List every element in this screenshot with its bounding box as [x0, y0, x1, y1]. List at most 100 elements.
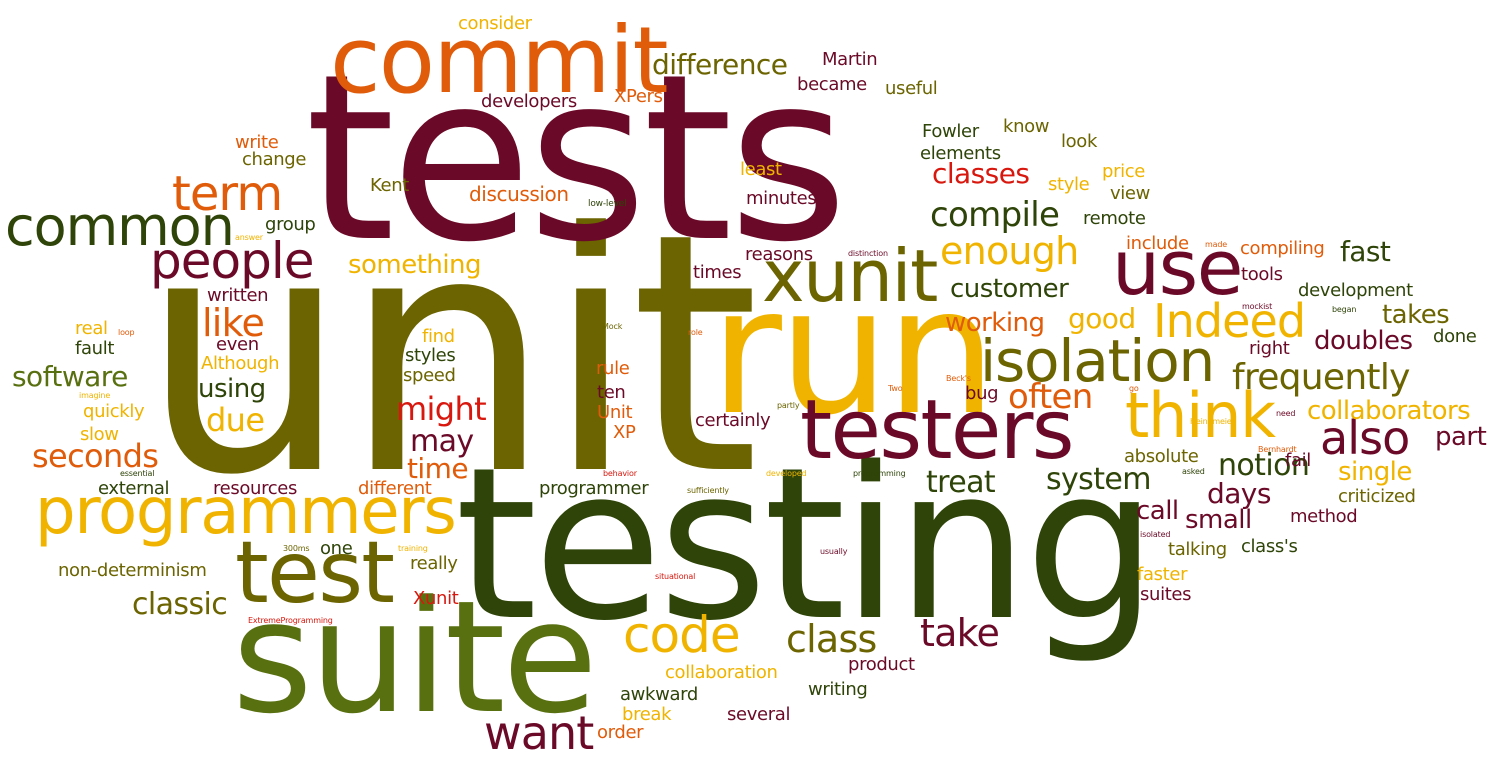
word-two: Two — [888, 384, 903, 393]
word-becks: Beck's — [946, 374, 971, 383]
word-even: even — [216, 334, 259, 355]
word-slow: slow — [80, 424, 119, 445]
word-part: part — [1435, 422, 1487, 452]
word-written: written — [207, 285, 269, 306]
word-frequently: frequently — [1232, 357, 1410, 398]
word-product: product — [848, 654, 915, 675]
word-xp: XP — [613, 422, 636, 443]
word-find: find — [422, 326, 455, 347]
word-code: code — [623, 606, 741, 664]
word-want: want — [484, 706, 594, 760]
word-sufficiently: sufficiently — [687, 486, 729, 495]
word-people: people — [150, 232, 314, 290]
word-unit: unit — [140, 163, 760, 547]
word-testers: testers — [800, 383, 1075, 478]
word-take: take — [920, 611, 1000, 655]
word-awkward: awkward — [620, 684, 698, 705]
word-doubles: doubles — [1314, 326, 1413, 356]
word-began: began — [1332, 305, 1357, 314]
word-situational: situational — [655, 572, 696, 581]
word-minutes: minutes — [746, 188, 817, 209]
word-300ms: 300ms — [283, 544, 310, 553]
word-classs: class's — [1241, 536, 1298, 557]
word-use: use — [1112, 223, 1243, 312]
word-faster: faster — [1137, 564, 1188, 585]
word-run: run — [710, 251, 997, 454]
word-partly: partly — [777, 401, 800, 410]
word-distinction: distinction — [848, 249, 888, 258]
word-low-level: low-level — [588, 199, 627, 209]
word-enough: enough — [940, 229, 1079, 273]
word-heinemeier: Heinemeier — [1190, 417, 1235, 426]
word-development: development — [1298, 280, 1413, 301]
word-mock: Mock — [602, 322, 623, 331]
word-tools: tools — [1241, 264, 1283, 285]
word-role: role — [688, 328, 703, 337]
word-group: group — [265, 214, 316, 235]
word-answer: answer — [235, 233, 263, 242]
word-one: one — [320, 538, 353, 559]
word-certainly: certainly — [695, 410, 771, 431]
word-compile: compile — [930, 195, 1060, 235]
word-write: write — [235, 132, 279, 153]
word-xpers: XPers — [614, 86, 663, 107]
word-developed: developed — [766, 469, 807, 478]
word-style: style — [1048, 174, 1090, 195]
word-consider: consider — [458, 13, 532, 34]
word-might: might — [396, 390, 487, 428]
word-quickly: quickly — [83, 401, 145, 422]
word-customer: customer — [950, 274, 1069, 304]
word-collaborators: collaborators — [1307, 396, 1471, 426]
word-elements: elements — [920, 143, 1001, 164]
word-kent: Kent — [370, 175, 410, 196]
word-talking: talking — [1168, 539, 1227, 560]
word-behavior: behavior — [603, 469, 637, 478]
word-notion: notion — [1218, 448, 1310, 483]
word-break: break — [622, 704, 672, 725]
word-times: times — [693, 262, 742, 283]
word-speed: speed — [403, 365, 456, 386]
word-writing: writing — [808, 679, 868, 700]
word-usually: usually — [820, 547, 848, 556]
word-due: due — [206, 401, 265, 439]
word-xunit2: Xunit — [413, 588, 459, 609]
word-made: made — [1205, 240, 1228, 249]
word-classic: classic — [132, 587, 228, 622]
word-something: something — [348, 250, 482, 280]
word-fowler: Fowler — [922, 121, 979, 142]
word-several: several — [727, 704, 791, 725]
word-look: look — [1061, 131, 1098, 152]
word-really: really — [410, 553, 458, 574]
word-class: class — [786, 617, 877, 661]
word-days: days — [1207, 477, 1271, 510]
word-know: know — [1003, 116, 1050, 137]
word-software: software — [12, 360, 128, 393]
word-testing: testing — [455, 422, 1158, 667]
word-xunit: xunit — [762, 234, 938, 318]
word-system: system — [1046, 462, 1151, 497]
word-think: think — [1125, 379, 1276, 452]
word-absolute: absolute — [1124, 446, 1199, 467]
word-tests: tests — [305, 26, 848, 293]
word-order: order — [597, 722, 644, 743]
word-resources: resources — [213, 478, 297, 499]
word-imagine: imagine — [79, 391, 111, 400]
word-may: may — [410, 424, 474, 459]
word-need: need — [1276, 409, 1296, 418]
word-right: right — [1249, 338, 1290, 359]
word-indeed: Indeed — [1153, 294, 1306, 348]
word-using: using — [198, 374, 266, 404]
word-fault: fault — [75, 338, 115, 359]
word-compiling: compiling — [1240, 238, 1325, 259]
word-done: done — [1433, 326, 1477, 347]
word-useful: useful — [885, 78, 938, 99]
word-became: became — [797, 74, 867, 95]
word-rule: rule — [596, 358, 630, 379]
word-common: common — [5, 195, 235, 258]
word-real: real — [75, 318, 108, 339]
word-ten: ten — [597, 382, 626, 403]
word-essential: essential — [120, 469, 155, 478]
word-styles: styles — [405, 345, 456, 366]
word-seconds: seconds — [32, 437, 159, 475]
word-martin: Martin — [822, 49, 878, 70]
